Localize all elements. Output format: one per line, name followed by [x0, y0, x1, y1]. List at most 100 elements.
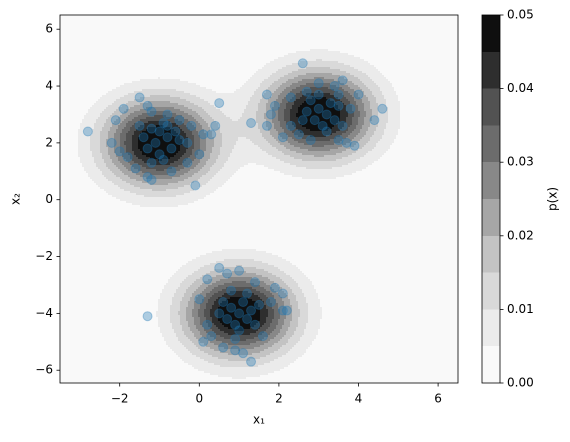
scatter-point	[146, 174, 157, 185]
y-tick-label: −4	[35, 306, 53, 320]
contour-band	[132, 91, 348, 335]
contour-band	[114, 77, 366, 351]
colorbar-tick-label: 0.03	[507, 155, 534, 169]
colorbar-frame	[481, 14, 501, 384]
scatter-point	[230, 319, 241, 330]
scatter-point	[369, 115, 380, 126]
scatter-point	[166, 166, 177, 177]
scatter-point	[269, 282, 280, 293]
scatter-point	[242, 314, 253, 325]
scatter-point	[313, 103, 324, 114]
scatter-point	[206, 331, 217, 342]
colorbar-band	[482, 51, 500, 89]
scatter-point	[202, 274, 213, 285]
scatter-point	[222, 268, 233, 279]
colorbar-band	[482, 235, 500, 273]
scatter-point	[246, 117, 257, 128]
scatter-point	[202, 319, 213, 330]
x-tick-label: 0	[195, 392, 203, 406]
scatter-point	[158, 154, 169, 165]
scatter-point	[162, 109, 173, 120]
scatter-point	[325, 98, 336, 109]
scatter-point	[234, 308, 245, 319]
scatter-point	[345, 103, 356, 114]
scatter-point	[277, 288, 288, 299]
colorbar-band	[482, 346, 500, 383]
scatter-point	[162, 120, 173, 131]
scatter-point	[321, 109, 332, 120]
scatter-point	[261, 120, 272, 131]
scatter-point	[170, 126, 181, 137]
scatter-point	[277, 305, 288, 316]
scatter-point	[154, 126, 165, 137]
scatter-point	[353, 89, 364, 100]
scatter-point	[246, 356, 257, 367]
scatter-point	[301, 106, 312, 117]
scatter-point	[250, 277, 261, 288]
scatter-point	[198, 129, 209, 140]
scatter-point	[377, 103, 388, 114]
scatter-point	[238, 348, 249, 359]
y-tick-label: 4	[45, 79, 53, 93]
scatter-point	[154, 149, 165, 160]
scatter-point	[285, 92, 296, 103]
colorbar-label: p(x)	[546, 187, 560, 211]
scatter-point	[333, 135, 344, 146]
scatter-point	[142, 143, 153, 154]
scatter-point	[162, 132, 173, 143]
colorbar-band	[482, 309, 500, 347]
scatter-point	[234, 265, 245, 276]
scatter-point	[194, 149, 205, 160]
plot-frame	[59, 14, 459, 384]
scatter-point	[329, 115, 340, 126]
scatter-point	[182, 157, 193, 168]
scatter-point	[130, 163, 141, 174]
colorbar-tick-label: 0.05	[507, 8, 534, 22]
scatter-point	[138, 132, 149, 143]
scatter-point	[293, 129, 304, 140]
x-tick-label: 2	[275, 392, 283, 406]
scatter-point	[238, 297, 249, 308]
scatter-point	[206, 129, 217, 140]
x-tick-label: 4	[355, 392, 363, 406]
scatter-point	[198, 336, 209, 347]
scatter-point	[146, 123, 157, 134]
contour-band	[124, 87, 354, 341]
scatter-point	[305, 95, 316, 106]
y-tick-label: −6	[35, 363, 53, 377]
colorbar-tick-label: 0.01	[507, 302, 534, 316]
x-axis-label: x₁	[253, 413, 265, 427]
scatter-point	[142, 100, 153, 111]
scatter-point	[309, 115, 320, 126]
scatter-point	[265, 109, 276, 120]
contour-band	[60, 15, 458, 383]
scatter-point	[254, 299, 264, 310]
scatter-point	[186, 120, 197, 131]
scatter-point	[313, 89, 324, 100]
scatter-point	[158, 117, 169, 128]
scatter-point	[329, 81, 340, 92]
scatter-point	[265, 297, 276, 308]
scatter-point	[194, 294, 205, 305]
scatter-point	[210, 120, 221, 131]
colorbar-band	[482, 199, 500, 236]
scatter-point	[297, 58, 308, 69]
colorbar-band	[482, 272, 500, 310]
scatter-point	[134, 120, 145, 131]
y-tick-label: 2	[45, 135, 53, 149]
scatter-point	[214, 308, 225, 319]
y-axis-label: x₂	[9, 193, 23, 205]
contour-band	[90, 59, 388, 367]
scatter-point	[285, 120, 296, 131]
scatter-point	[341, 137, 352, 148]
scatter-point	[146, 157, 157, 168]
scatter-point	[234, 325, 245, 336]
scatter-point	[242, 288, 253, 299]
scatter-point	[333, 89, 344, 100]
scatter-point	[214, 98, 225, 109]
scatter-point	[122, 152, 133, 163]
scatter-point	[150, 137, 161, 148]
scatter-point	[222, 314, 233, 325]
scatter-point	[190, 180, 201, 191]
contour-band	[138, 97, 340, 331]
